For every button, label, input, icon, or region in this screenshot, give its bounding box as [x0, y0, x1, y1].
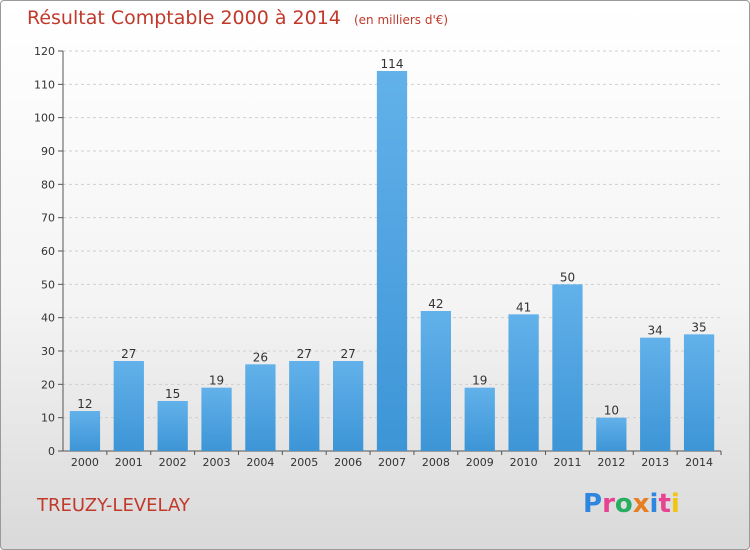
y-tick-label: 100 [34, 112, 55, 125]
bar [376, 71, 408, 451]
data-label: 42 [428, 297, 443, 311]
x-tick-label: 2004 [246, 456, 274, 469]
data-label: 26 [253, 350, 268, 364]
data-label: 27 [297, 347, 312, 361]
x-tick-label: 2007 [378, 456, 406, 469]
bar [113, 361, 144, 451]
x-tick-label: 2009 [466, 456, 494, 469]
data-label: 10 [604, 404, 619, 418]
x-tick-label: 2002 [159, 456, 187, 469]
logo-letter: t [658, 489, 671, 519]
x-tick-label: 2000 [71, 456, 99, 469]
data-label: 34 [648, 324, 663, 338]
x-tick-label: 2003 [203, 456, 231, 469]
bar [157, 401, 188, 451]
logo-letter: o [614, 489, 633, 519]
logo-letter: i [649, 489, 659, 519]
bar [201, 387, 232, 451]
data-label: 15 [165, 387, 180, 401]
y-tick-label: 90 [41, 145, 55, 158]
logo-letter: P [583, 489, 603, 519]
x-tick-label: 2006 [334, 456, 362, 469]
bar [683, 334, 715, 451]
y-tick-label: 120 [34, 45, 55, 58]
data-label: 50 [560, 270, 575, 284]
y-tick-label: 60 [41, 245, 55, 258]
y-tick-label: 30 [41, 345, 55, 358]
location-label: TREUZY-LEVELAY [37, 495, 190, 516]
bar [420, 311, 452, 451]
bar [464, 387, 495, 451]
bar [332, 361, 364, 451]
y-tick-label: 50 [41, 278, 55, 291]
data-label: 27 [340, 347, 355, 361]
y-tick-label: 110 [34, 78, 55, 91]
x-tick-label: 2014 [685, 456, 713, 469]
bar [69, 411, 101, 451]
bar [552, 284, 583, 451]
y-tick-label: 0 [48, 445, 55, 458]
y-tick-label: 10 [41, 412, 55, 425]
x-tick-label: 2008 [422, 456, 450, 469]
data-label: 114 [381, 57, 404, 71]
data-label: 41 [516, 300, 531, 314]
x-tick-label: 2013 [641, 456, 669, 469]
bar [640, 337, 671, 451]
x-tick-label: 2010 [510, 456, 538, 469]
y-tick-label: 80 [41, 178, 55, 191]
data-label: 19 [209, 374, 224, 388]
data-label: 35 [691, 320, 706, 334]
chart-title-text: Résultat Comptable 2000 à 2014 [27, 7, 341, 29]
x-tick-label: 2005 [290, 456, 318, 469]
bar [245, 364, 276, 451]
data-label: 12 [77, 397, 92, 411]
chart-title: Résultat Comptable 2000 à 2014 (en milli… [27, 7, 448, 29]
x-tick-label: 2011 [553, 456, 581, 469]
bar [289, 361, 320, 451]
logo-letter: r [602, 489, 615, 519]
data-label: 19 [472, 374, 487, 388]
y-tick-label: 20 [41, 378, 55, 391]
bar [596, 417, 627, 451]
logo-letter: i [670, 489, 680, 519]
proxiti-logo: Proxiti [583, 489, 680, 519]
chart-unit-note: (en milliers d'€) [353, 13, 449, 27]
x-tick-label: 2012 [597, 456, 625, 469]
x-tick-label: 2001 [115, 456, 143, 469]
y-tick-label: 70 [41, 212, 55, 225]
bar [508, 314, 539, 451]
logo-letter: x [632, 489, 650, 519]
y-tick-label: 40 [41, 312, 55, 325]
data-label: 27 [121, 347, 136, 361]
